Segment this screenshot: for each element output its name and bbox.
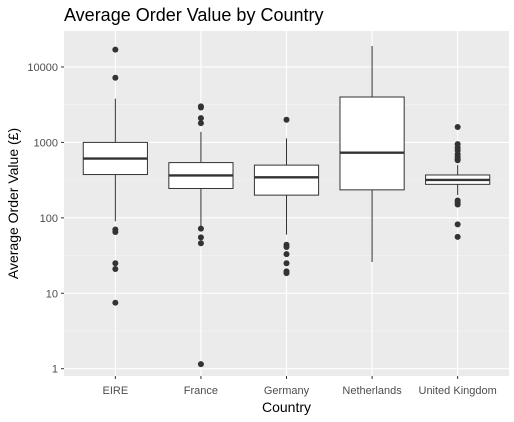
outlier-point	[112, 299, 119, 306]
y-axis: 1 10 100 1000 10000	[27, 62, 64, 376]
outlier-point	[112, 260, 119, 267]
x-axis: EIRE France Germany Netherlands United Kingd…	[103, 376, 497, 397]
box-eire	[82, 46, 148, 306]
y-tick-label: 10000	[27, 62, 58, 74]
x-axis-title: Country	[262, 399, 311, 415]
outlier-point	[283, 270, 290, 277]
outlier-point	[197, 361, 204, 368]
y-axis-title: Average Order Value (£)	[5, 128, 21, 279]
box-germany	[253, 116, 320, 277]
outlier-point	[454, 157, 461, 164]
x-tick-label: France	[184, 385, 218, 397]
x-tick-label: Germany	[264, 385, 310, 397]
y-tick-label: 1000	[34, 137, 58, 149]
x-tick-label: Netherlands	[342, 385, 402, 397]
outlier-point	[454, 233, 461, 240]
outlier-point	[197, 115, 204, 122]
outlier-point	[197, 234, 204, 241]
outlier-point	[283, 116, 290, 123]
outlier-point	[197, 104, 204, 111]
x-tick-label: United Kingdom	[419, 385, 497, 397]
outlier-point	[283, 260, 290, 267]
outlier-point	[112, 74, 119, 81]
outlier-point	[197, 225, 204, 232]
outlier-point	[454, 124, 461, 131]
x-tick-label: EIRE	[103, 385, 129, 397]
outlier-point	[197, 120, 204, 127]
y-tick-label: 100	[40, 213, 58, 225]
boxplot-series	[82, 45, 491, 368]
box-france	[168, 103, 234, 368]
outlier-point	[112, 228, 119, 235]
y-tick-label: 10	[46, 288, 58, 300]
outlier-point	[112, 265, 119, 272]
outlier-point	[454, 201, 461, 208]
box-iqr	[339, 96, 405, 191]
outlier-point	[197, 240, 204, 247]
outlier-point	[454, 221, 461, 228]
chart-title: Average Order Value by Country	[64, 5, 323, 25]
box-netherlands	[339, 45, 405, 262]
outlier-point	[283, 251, 290, 258]
outlier-point	[283, 244, 290, 251]
box-united-kingdom	[425, 124, 491, 240]
y-tick-label: 1	[52, 364, 58, 376]
box-iqr	[253, 164, 320, 196]
outlier-point	[112, 46, 119, 53]
